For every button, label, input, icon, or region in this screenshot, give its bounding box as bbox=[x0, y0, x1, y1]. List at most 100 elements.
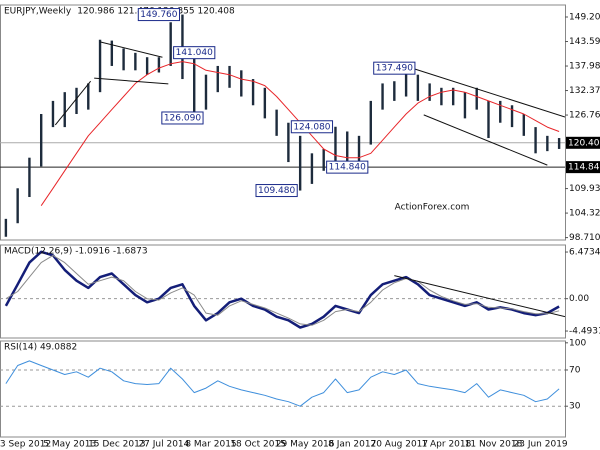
indicator-line bbox=[5, 254, 560, 326]
x-tick-label: 1 Apr 2018 bbox=[421, 440, 471, 450]
price-bar bbox=[393, 81, 396, 101]
price-bar bbox=[193, 52, 196, 118]
price-bar bbox=[98, 39, 102, 93]
price-bar bbox=[322, 148, 325, 171]
y-tick-label: 132.370 bbox=[569, 86, 600, 96]
price-bar bbox=[346, 131, 349, 168]
price-bar bbox=[428, 83, 431, 101]
price-bar bbox=[334, 126, 337, 163]
price-bar bbox=[216, 65, 219, 93]
watermark: ActionForex.com bbox=[395, 203, 470, 213]
y-tick-label: 104.320 bbox=[569, 209, 600, 219]
indicator-line bbox=[5, 360, 560, 407]
x-tick-label: 29 May 2016 bbox=[276, 440, 335, 450]
price-bar bbox=[28, 157, 31, 198]
panel-title: EURJPY,Weekly bbox=[4, 7, 72, 17]
price-bar bbox=[499, 100, 502, 123]
price-bar bbox=[522, 114, 526, 136]
annotation-label: 124.080 bbox=[293, 122, 330, 132]
level-label: 120.408 bbox=[568, 138, 600, 148]
annotation-box bbox=[255, 184, 298, 198]
y-tick-label: 30 bbox=[569, 402, 581, 412]
price-bar bbox=[228, 65, 231, 88]
price-bar bbox=[4, 218, 8, 237]
panel-title: RSI(14) 49.0882 bbox=[4, 343, 77, 353]
price-bar bbox=[16, 188, 19, 224]
price-panel bbox=[0, 4, 566, 241]
price-bar bbox=[310, 153, 314, 184]
y-tick-label: 70 bbox=[569, 365, 581, 375]
price-bar bbox=[134, 52, 137, 71]
price-bar bbox=[110, 40, 114, 66]
x-tick-label: 8 Mar 2015 bbox=[185, 440, 236, 450]
price-bar bbox=[546, 135, 549, 152]
price-bar bbox=[87, 83, 90, 110]
y-tick-label: 6.4734 bbox=[569, 248, 600, 258]
price-bar bbox=[369, 100, 372, 145]
rsi-plot bbox=[0, 360, 565, 407]
annotation-box bbox=[161, 111, 204, 125]
price-bar bbox=[298, 135, 302, 191]
price-bar bbox=[487, 100, 490, 139]
price-bar bbox=[287, 122, 290, 163]
trendline bbox=[423, 114, 548, 166]
price-bar bbox=[416, 74, 420, 101]
x-tick-label: 27 Jul 2014 bbox=[138, 440, 189, 450]
indicator-line bbox=[4, 250, 560, 329]
trendline bbox=[54, 80, 92, 126]
trendline bbox=[394, 275, 565, 318]
annotation-label: 126.090 bbox=[164, 113, 201, 123]
y-tick-label: 0.00 bbox=[569, 294, 589, 304]
y-tick-label: 126.760 bbox=[569, 111, 600, 121]
price-bar bbox=[275, 109, 278, 136]
y-tick-label: 98.710 bbox=[569, 233, 600, 243]
price-bar bbox=[39, 114, 43, 167]
y-tick-label: 143.590 bbox=[569, 37, 600, 47]
trendline bbox=[94, 77, 169, 85]
rsi-panel bbox=[0, 340, 566, 438]
y-tick-label: 137.980 bbox=[569, 62, 600, 72]
price-bar bbox=[51, 100, 55, 128]
price-bar bbox=[557, 138, 561, 149]
x-tick-label: 8 Jan 2017 bbox=[328, 440, 376, 450]
price-bar bbox=[157, 57, 161, 73]
price-bar bbox=[263, 87, 267, 119]
price-bar bbox=[240, 70, 243, 97]
price-bar bbox=[440, 87, 443, 106]
price-bar bbox=[75, 87, 78, 115]
annotation-label: 109.480 bbox=[258, 186, 295, 196]
trendline bbox=[99, 41, 163, 58]
x-tick-label: 15 Dec 2013 bbox=[88, 440, 146, 450]
x-tick-label: 20 Aug 2017 bbox=[370, 440, 428, 450]
annotation-label: 137.490 bbox=[376, 64, 413, 74]
y-tick-label: 149.205 bbox=[569, 12, 600, 22]
price-bar bbox=[251, 79, 255, 106]
trendline bbox=[411, 67, 565, 118]
x-tick-label: 11 Nov 2018 bbox=[465, 440, 523, 450]
price-bar bbox=[357, 135, 361, 167]
annotation-box bbox=[326, 160, 369, 174]
price-bar bbox=[404, 68, 408, 97]
annotation-label: 149.760 bbox=[140, 10, 177, 20]
macd-panel bbox=[0, 244, 566, 339]
panel-title: MACD(12,26,9) -1.0916 -1.6873 bbox=[4, 247, 148, 257]
x-tick-label: 23 Jun 2019 bbox=[514, 440, 568, 450]
price-bar bbox=[63, 92, 66, 128]
annotation-label: 141.040 bbox=[176, 48, 213, 58]
y-tick-label: 100 bbox=[569, 338, 586, 348]
price-bar bbox=[534, 127, 537, 154]
y-tick-label: -4.4931 bbox=[569, 327, 600, 337]
annotation-label: 114.840 bbox=[329, 163, 366, 173]
price-bar bbox=[122, 48, 125, 71]
y-tick-label: 109.930 bbox=[569, 184, 600, 194]
annotation-box bbox=[290, 120, 334, 134]
annotation-box bbox=[173, 46, 216, 60]
price-bar bbox=[510, 105, 514, 128]
price-bar bbox=[169, 22, 172, 66]
annotation-box bbox=[373, 61, 416, 75]
x-tick-label: 5 May 2013 bbox=[43, 440, 96, 450]
price-bar bbox=[451, 87, 455, 106]
